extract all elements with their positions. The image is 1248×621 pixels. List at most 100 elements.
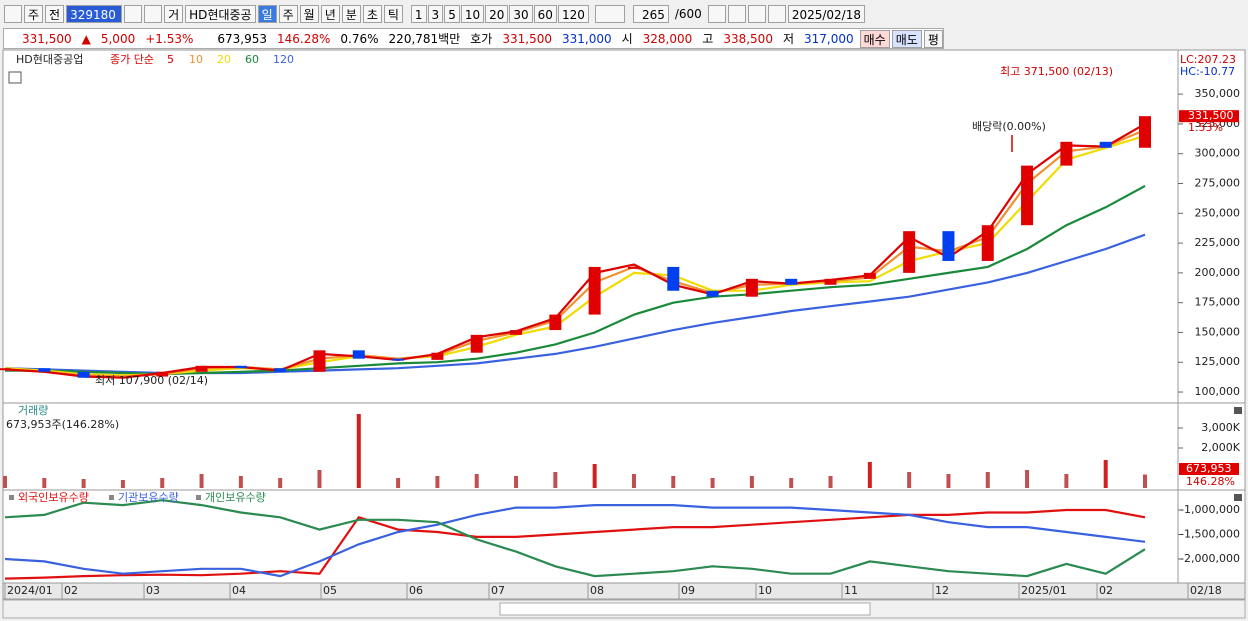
bid: 331,000: [561, 31, 612, 46]
search-icon[interactable]: [124, 5, 143, 23]
side-label: LC:207.23: [1180, 53, 1236, 66]
order-button[interactable]: 평: [923, 29, 943, 48]
candle: [234, 365, 247, 369]
tool-icon[interactable]: [707, 5, 726, 23]
volume-bar: [985, 472, 990, 488]
legend-entry: 개인보유수량: [205, 491, 266, 504]
x-tick-label: 02: [64, 584, 78, 597]
tool-icon[interactable]: [747, 5, 766, 23]
interval-button[interactable]: 1: [410, 5, 427, 23]
x-tick-label: 2024/01: [7, 584, 53, 597]
turnover: 0.76%: [340, 31, 379, 46]
x-tick-label: 03: [146, 584, 160, 597]
annotation: 최저 107,900 (02/14): [95, 374, 208, 387]
x-tick-label: 08: [590, 584, 604, 597]
scroll-thumb[interactable]: [499, 602, 871, 616]
volume: 673,953: [217, 31, 268, 46]
tool-icon[interactable]: [727, 5, 746, 23]
order-button[interactable]: 매도: [891, 29, 922, 48]
table-icon[interactable]: [8, 71, 22, 84]
candle: [1099, 141, 1112, 148]
panel: [2, 49, 1246, 600]
y-tick-label: 225,000: [1195, 236, 1241, 249]
volume-bar: [553, 472, 558, 488]
volume-bar: [396, 478, 401, 488]
sound-icon[interactable]: [144, 5, 163, 23]
scope-select[interactable]: 전: [45, 5, 65, 23]
close-icon[interactable]: [1234, 494, 1242, 501]
volume-bar: [356, 414, 361, 488]
interval-button[interactable]: 5: [444, 5, 460, 23]
volume-bar: [1025, 470, 1030, 488]
interval-button[interactable]: 3: [427, 5, 444, 23]
candle: [0, 368, 11, 371]
candle: [274, 368, 287, 372]
last-volume-pct: 146.28%: [1186, 475, 1235, 488]
interval-button[interactable]: 60: [533, 5, 557, 23]
interval-button[interactable]: 10: [460, 5, 485, 23]
interval-button[interactable]: 30: [509, 5, 533, 23]
settings-icon[interactable]: [767, 5, 786, 23]
volume-bar: [435, 476, 440, 488]
code-input[interactable]: 329180: [66, 5, 123, 23]
close-icon[interactable]: [1234, 407, 1242, 414]
volume-bar: [160, 478, 165, 488]
legend-entry: 120: [273, 53, 294, 66]
volume-bar: [317, 470, 322, 488]
tab[interactable]: HD현대중공: [185, 5, 256, 23]
period-button[interactable]: 초: [362, 5, 382, 23]
high: 338,500: [723, 31, 773, 46]
volume-bar: [42, 478, 47, 488]
order-button[interactable]: 매수: [859, 29, 890, 48]
panel-subtitle: 673,953주(146.28%): [6, 418, 119, 431]
candle: [156, 371, 169, 377]
y-tick-label: 2,000K: [1201, 441, 1240, 454]
menu-icon[interactable]: [4, 5, 22, 23]
period-button[interactable]: 분: [341, 5, 361, 23]
candle: [1021, 165, 1034, 226]
period-button[interactable]: 주: [278, 5, 298, 23]
y-tick-label: -1,500,000: [1180, 527, 1240, 540]
x-tick-label: 02/18: [1190, 584, 1222, 597]
last-volume-box: [1179, 463, 1239, 475]
series-line: [4, 499, 1146, 578]
volume-bar: [631, 474, 636, 488]
volume-bar: [81, 479, 86, 488]
y-tick-label: -2,000,000: [1180, 552, 1240, 565]
y-tick-label: 100,000: [1195, 385, 1241, 398]
y-tick-label: 125,000: [1195, 355, 1241, 368]
y-tick-label: 175,000: [1195, 296, 1241, 309]
legend-swatch: [9, 495, 14, 500]
period-button[interactable]: 월: [299, 5, 319, 23]
open-label: 시: [621, 32, 633, 46]
period-button[interactable]: 일: [257, 5, 277, 23]
order-buttons: 매수 매도 평: [859, 29, 943, 48]
interval-button[interactable]: 120: [557, 5, 589, 23]
volume-bar: [828, 476, 833, 488]
x-tick-label: 11: [844, 584, 858, 597]
candle: [588, 266, 601, 315]
interval-input[interactable]: [594, 5, 625, 23]
volume-bar: [907, 472, 912, 488]
candle: [313, 350, 326, 372]
volume-bar: [946, 474, 951, 488]
market-select[interactable]: 주: [24, 5, 44, 23]
date-input[interactable]: 2025/02/18: [787, 5, 865, 23]
change-pct: +1.53%: [145, 31, 194, 46]
interval-button[interactable]: 20: [485, 5, 509, 23]
period-button[interactable]: 틱: [383, 5, 403, 23]
amount: 220,781백만: [388, 32, 461, 46]
volume-bar: [474, 474, 479, 488]
period-button[interactable]: 년: [320, 5, 340, 23]
count-max: /600: [674, 7, 702, 21]
change: 5,000: [100, 31, 136, 46]
legend-entry: 10: [189, 53, 203, 66]
legend-swatch: [196, 495, 201, 500]
volume-bar: [1143, 474, 1147, 488]
candle: [824, 278, 837, 285]
annotation: 최고 371,500 (02/13): [1000, 65, 1113, 78]
count-input[interactable]: 265: [632, 5, 669, 23]
tab[interactable]: 거: [164, 5, 184, 23]
series-line: [4, 128, 1146, 378]
side-label: HC:-10.77: [1180, 65, 1235, 78]
